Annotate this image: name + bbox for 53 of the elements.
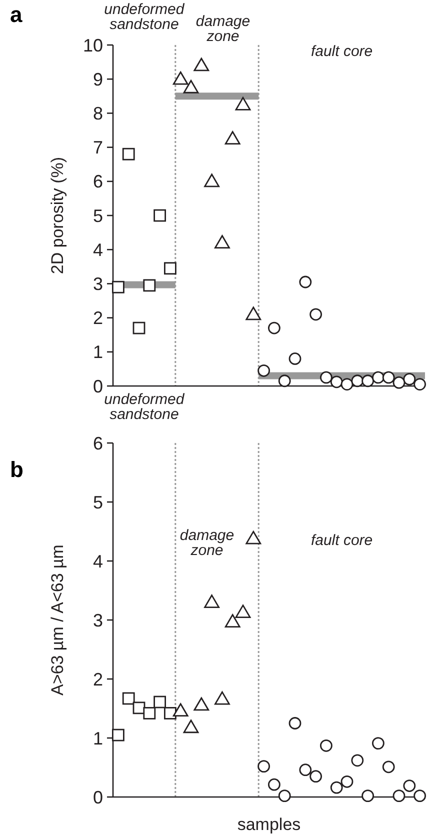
point (204, 174, 220, 188)
y-tick-label: 4 (92, 240, 103, 260)
y-tick-label: 9 (92, 69, 103, 90)
y-tick-label: 8 (92, 104, 103, 124)
point (122, 148, 135, 160)
point (112, 280, 124, 294)
y-tick-label: 1 (92, 728, 103, 748)
y-tick-label: 5 (92, 492, 103, 512)
annotation: damage zone (180, 527, 234, 559)
point (194, 697, 210, 711)
y-tick-label: 3 (92, 274, 103, 294)
y-tick-label: 0 (92, 376, 103, 396)
y-tick-label: 6 (92, 172, 103, 192)
annotation: fault core (310, 43, 373, 60)
chart-title: a (10, 2, 23, 27)
point (382, 371, 395, 384)
text: undeformed sandstone (104, 391, 185, 423)
y-axis-title: A>63 µm / A<63 µm (48, 544, 67, 696)
point (320, 371, 332, 384)
y-tick-label: 2 (92, 669, 103, 690)
text: undeformed sandstone (104, 1, 185, 33)
y-tick-label: 1 (92, 342, 103, 362)
text: b (10, 457, 24, 482)
point (183, 720, 199, 734)
point (172, 71, 188, 85)
y-tick-label: 4 (92, 551, 103, 572)
text: damage zone (196, 13, 250, 45)
y-tick-label: 7 (92, 138, 103, 158)
x-axis-title: samples (237, 815, 301, 834)
y-tick-label: 0 (92, 787, 103, 808)
point (204, 594, 220, 608)
point (372, 371, 384, 384)
y-tick-label: 5 (92, 206, 103, 226)
point (246, 306, 262, 320)
point (235, 96, 251, 110)
point (214, 235, 230, 248)
point (183, 80, 199, 94)
y-tick-label: 2 (92, 308, 103, 328)
point (172, 703, 188, 717)
y-axis-title: 2D porosity (%) (48, 156, 67, 274)
point (194, 58, 210, 72)
point (132, 322, 146, 334)
point (246, 530, 262, 544)
point (214, 691, 230, 705)
annotation: fault core (310, 532, 373, 549)
point (143, 279, 156, 292)
point (403, 372, 416, 386)
point (224, 614, 240, 628)
point (224, 131, 240, 144)
y-tick-label: 6 (92, 433, 103, 454)
y-tick-label: 10 (82, 35, 103, 56)
y-tick-label: 3 (92, 610, 103, 630)
point (235, 604, 251, 618)
